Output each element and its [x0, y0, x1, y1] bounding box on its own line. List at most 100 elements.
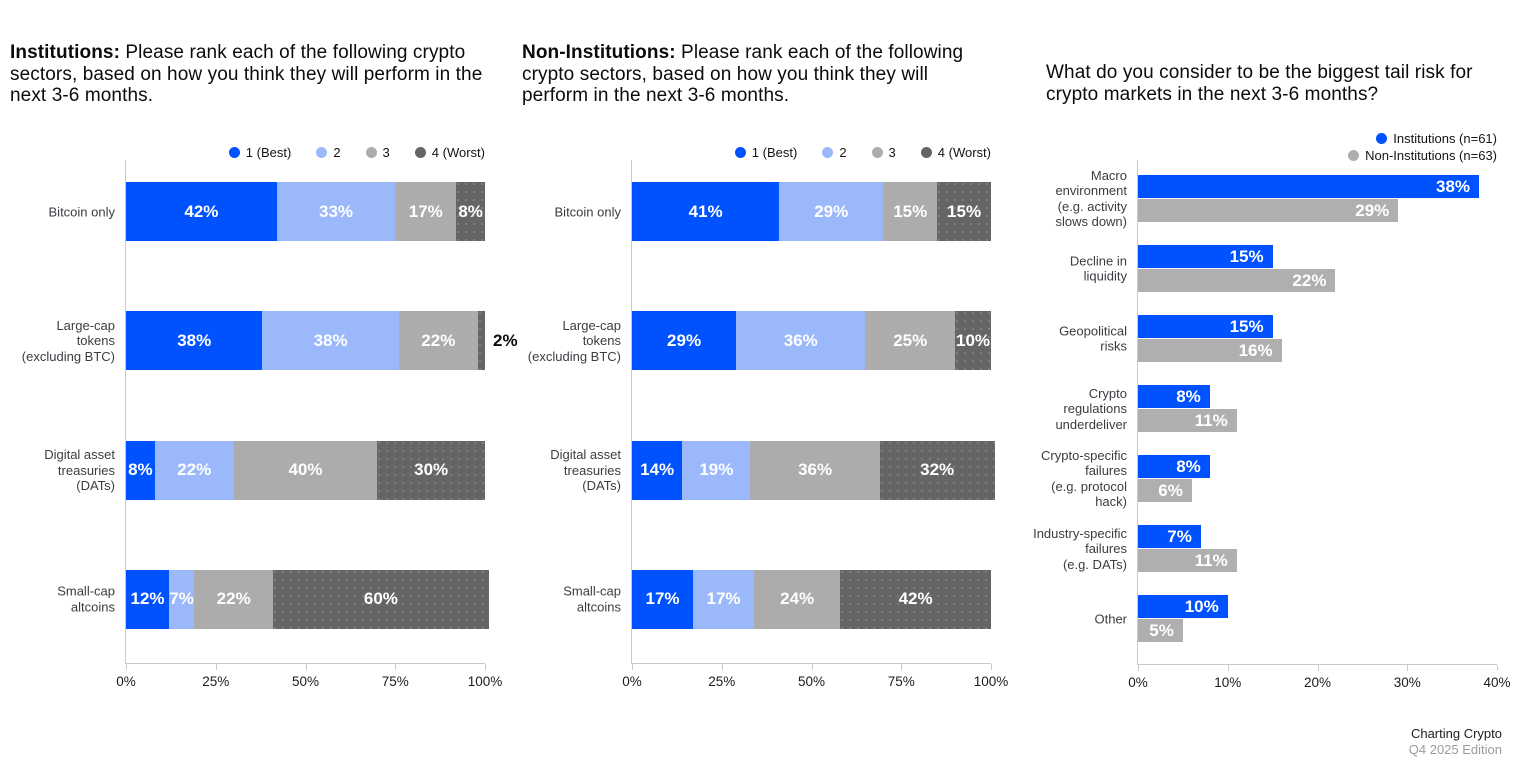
bar-segment: 24%: [754, 569, 841, 629]
value-label: 36%: [798, 460, 833, 480]
title-text: Please rank each of the following crypto…: [522, 42, 964, 106]
category-label-line: environment: [1055, 183, 1127, 198]
value-label: 12%: [130, 589, 165, 609]
non-institutions-bar: 22%: [1138, 269, 1336, 292]
legend-item: 1 (Best): [734, 145, 797, 160]
value-label: 6%: [1158, 480, 1183, 500]
title-lead: Non-Institutions:: [522, 42, 676, 63]
bar-segment: 14%: [632, 440, 683, 500]
value-label: 17%: [645, 589, 680, 609]
brand-name: Charting Crypto: [1410, 726, 1502, 741]
category-label-line: hack): [1095, 494, 1127, 509]
legend-dot-non-institutions-icon: [1348, 150, 1360, 161]
category-label-line: failures: [1085, 540, 1127, 556]
bar-segment: 7%: [169, 569, 195, 629]
bar-row: Other 10% 5%: [1094, 595, 1497, 642]
x-axis-tick: [485, 664, 486, 670]
value-label: 8%: [128, 460, 153, 480]
value-label: 29%: [1355, 200, 1390, 220]
plot-area: 0% 25% 50% 75% 100% Bitcoin only 41% 29% 15% 15% L…: [528, 160, 1008, 689]
category-label-line: Decline in: [1069, 253, 1127, 268]
category-label: Crypto regulations underdeliver: [1009, 385, 1127, 432]
category-label-line: (e.g. DATs): [1062, 556, 1127, 572]
value-label: 22%: [177, 460, 212, 480]
value-label: 7%: [1167, 526, 1192, 546]
legend-item: 3: [365, 145, 390, 160]
legend-item: 3: [871, 145, 896, 160]
legend-label: 4 (Worst): [937, 145, 991, 160]
value-label: 38%: [313, 330, 348, 350]
category-label-line: Other: [1094, 610, 1127, 626]
legend-label: 3: [382, 145, 390, 160]
x-axis-tick: [811, 664, 813, 670]
institutions-bar: 15%: [1138, 245, 1273, 268]
x-axis-tick-label: 100%: [467, 674, 503, 689]
institutions-bar: 8%: [1138, 455, 1210, 478]
x-axis-tick: [1227, 665, 1229, 671]
value-label: 33%: [318, 201, 354, 221]
title-lead: Institutions:: [10, 42, 121, 63]
report-credit: Charting Crypto Q4 2025 Edition: [1409, 726, 1502, 758]
legend-dot-rank4-icon: [920, 147, 932, 158]
legend-label: 2: [839, 145, 847, 160]
value-label: 38%: [1436, 176, 1471, 196]
category-label-line: liquidity: [1083, 268, 1127, 284]
x-axis-tick: [395, 664, 397, 670]
legend-dot-rank1-icon: [734, 147, 746, 158]
legend-label: 4 (Worst): [431, 145, 485, 160]
institutions-bar: 8%: [1138, 385, 1210, 408]
category-label-line: Digital asset: [44, 446, 115, 462]
category-label: Decline in liquidity: [1009, 253, 1127, 284]
value-label: 10%: [956, 330, 991, 350]
bar-row: Large-cap tokens (excluding BTC) 38% 38% 22% 2…: [22, 311, 518, 371]
bar-segment: 15%: [937, 182, 991, 241]
bar-row: Macro environment (e.g. activity slows down…: [1055, 168, 1497, 229]
legend-item: 2: [822, 145, 847, 160]
x-axis-tick: [632, 664, 633, 670]
legend-label: 2: [333, 145, 341, 160]
category-label-line: (DATs): [76, 477, 115, 493]
bar-segment: 8%: [126, 440, 155, 500]
value-label: 42%: [184, 201, 219, 221]
value-label: 30%: [414, 460, 449, 480]
legend-dot-institutions-icon: [1376, 133, 1388, 144]
category-label-line: (e.g. protocol: [1051, 478, 1127, 494]
category-label: Crypto-specific failures (e.g. protocol hac…: [1009, 448, 1127, 510]
category-label-line: (excluding BTC): [21, 348, 115, 364]
legend-item: 1 (Best): [228, 145, 291, 160]
x-axis-tick-label: 75%: [887, 674, 915, 689]
category-label-line: underdeliver: [1055, 416, 1127, 432]
bar-segment: 38%: [126, 311, 263, 371]
x-axis-tick: [901, 664, 903, 670]
x-axis-tick: [215, 664, 217, 670]
x-axis-tick-label: 10%: [1214, 675, 1242, 690]
legend-item: 2: [316, 145, 341, 160]
category-label-line: (e.g. activity: [1057, 198, 1127, 214]
x-axis-tick-label: 40%: [1483, 675, 1511, 690]
bar-segment: 10%: [955, 311, 991, 371]
category-label: Bitcoin only: [509, 204, 621, 220]
value-label: 8%: [1176, 456, 1201, 476]
category-label: Large-cap tokens (excluding BTC): [3, 318, 115, 365]
bar-segment: 36%: [750, 440, 880, 500]
non-institutions-ranking-chart: Non-Institutions: Please rank each of th…: [506, 0, 1016, 777]
x-axis-tick-label: 0%: [622, 674, 642, 689]
value-label: 2%: [493, 330, 518, 350]
legend-item: Non-Institutions (n=63): [1348, 148, 1497, 163]
value-label: 15%: [893, 201, 928, 221]
bar-segment: 30%: [377, 440, 485, 500]
x-axis-tick-label: 25%: [202, 674, 230, 689]
legend-item: 4 (Worst): [414, 145, 485, 160]
category-label: Digital asset treasuries (DATs): [509, 447, 621, 494]
value-label: 11%: [1194, 410, 1228, 430]
non-institutions-bar: 16%: [1138, 339, 1282, 362]
non-institutions-bar: 6%: [1138, 479, 1192, 502]
value-label: 22%: [1292, 270, 1327, 290]
plot-area: 0% 25% 50% 75% 100% Bitcoin only 42% 33% 17% 8% La…: [22, 160, 518, 689]
value-label: 22%: [216, 589, 251, 609]
bar-segment: 8%: [456, 182, 485, 241]
value-label: 7%: [169, 589, 194, 609]
bar-row: Large-cap tokens (excluding BTC) 29% 36% 25% 1…: [528, 311, 991, 371]
chart-title: Institutions: Please rank each of the fo…: [10, 42, 484, 107]
category-label-line: (DATs): [582, 477, 621, 493]
